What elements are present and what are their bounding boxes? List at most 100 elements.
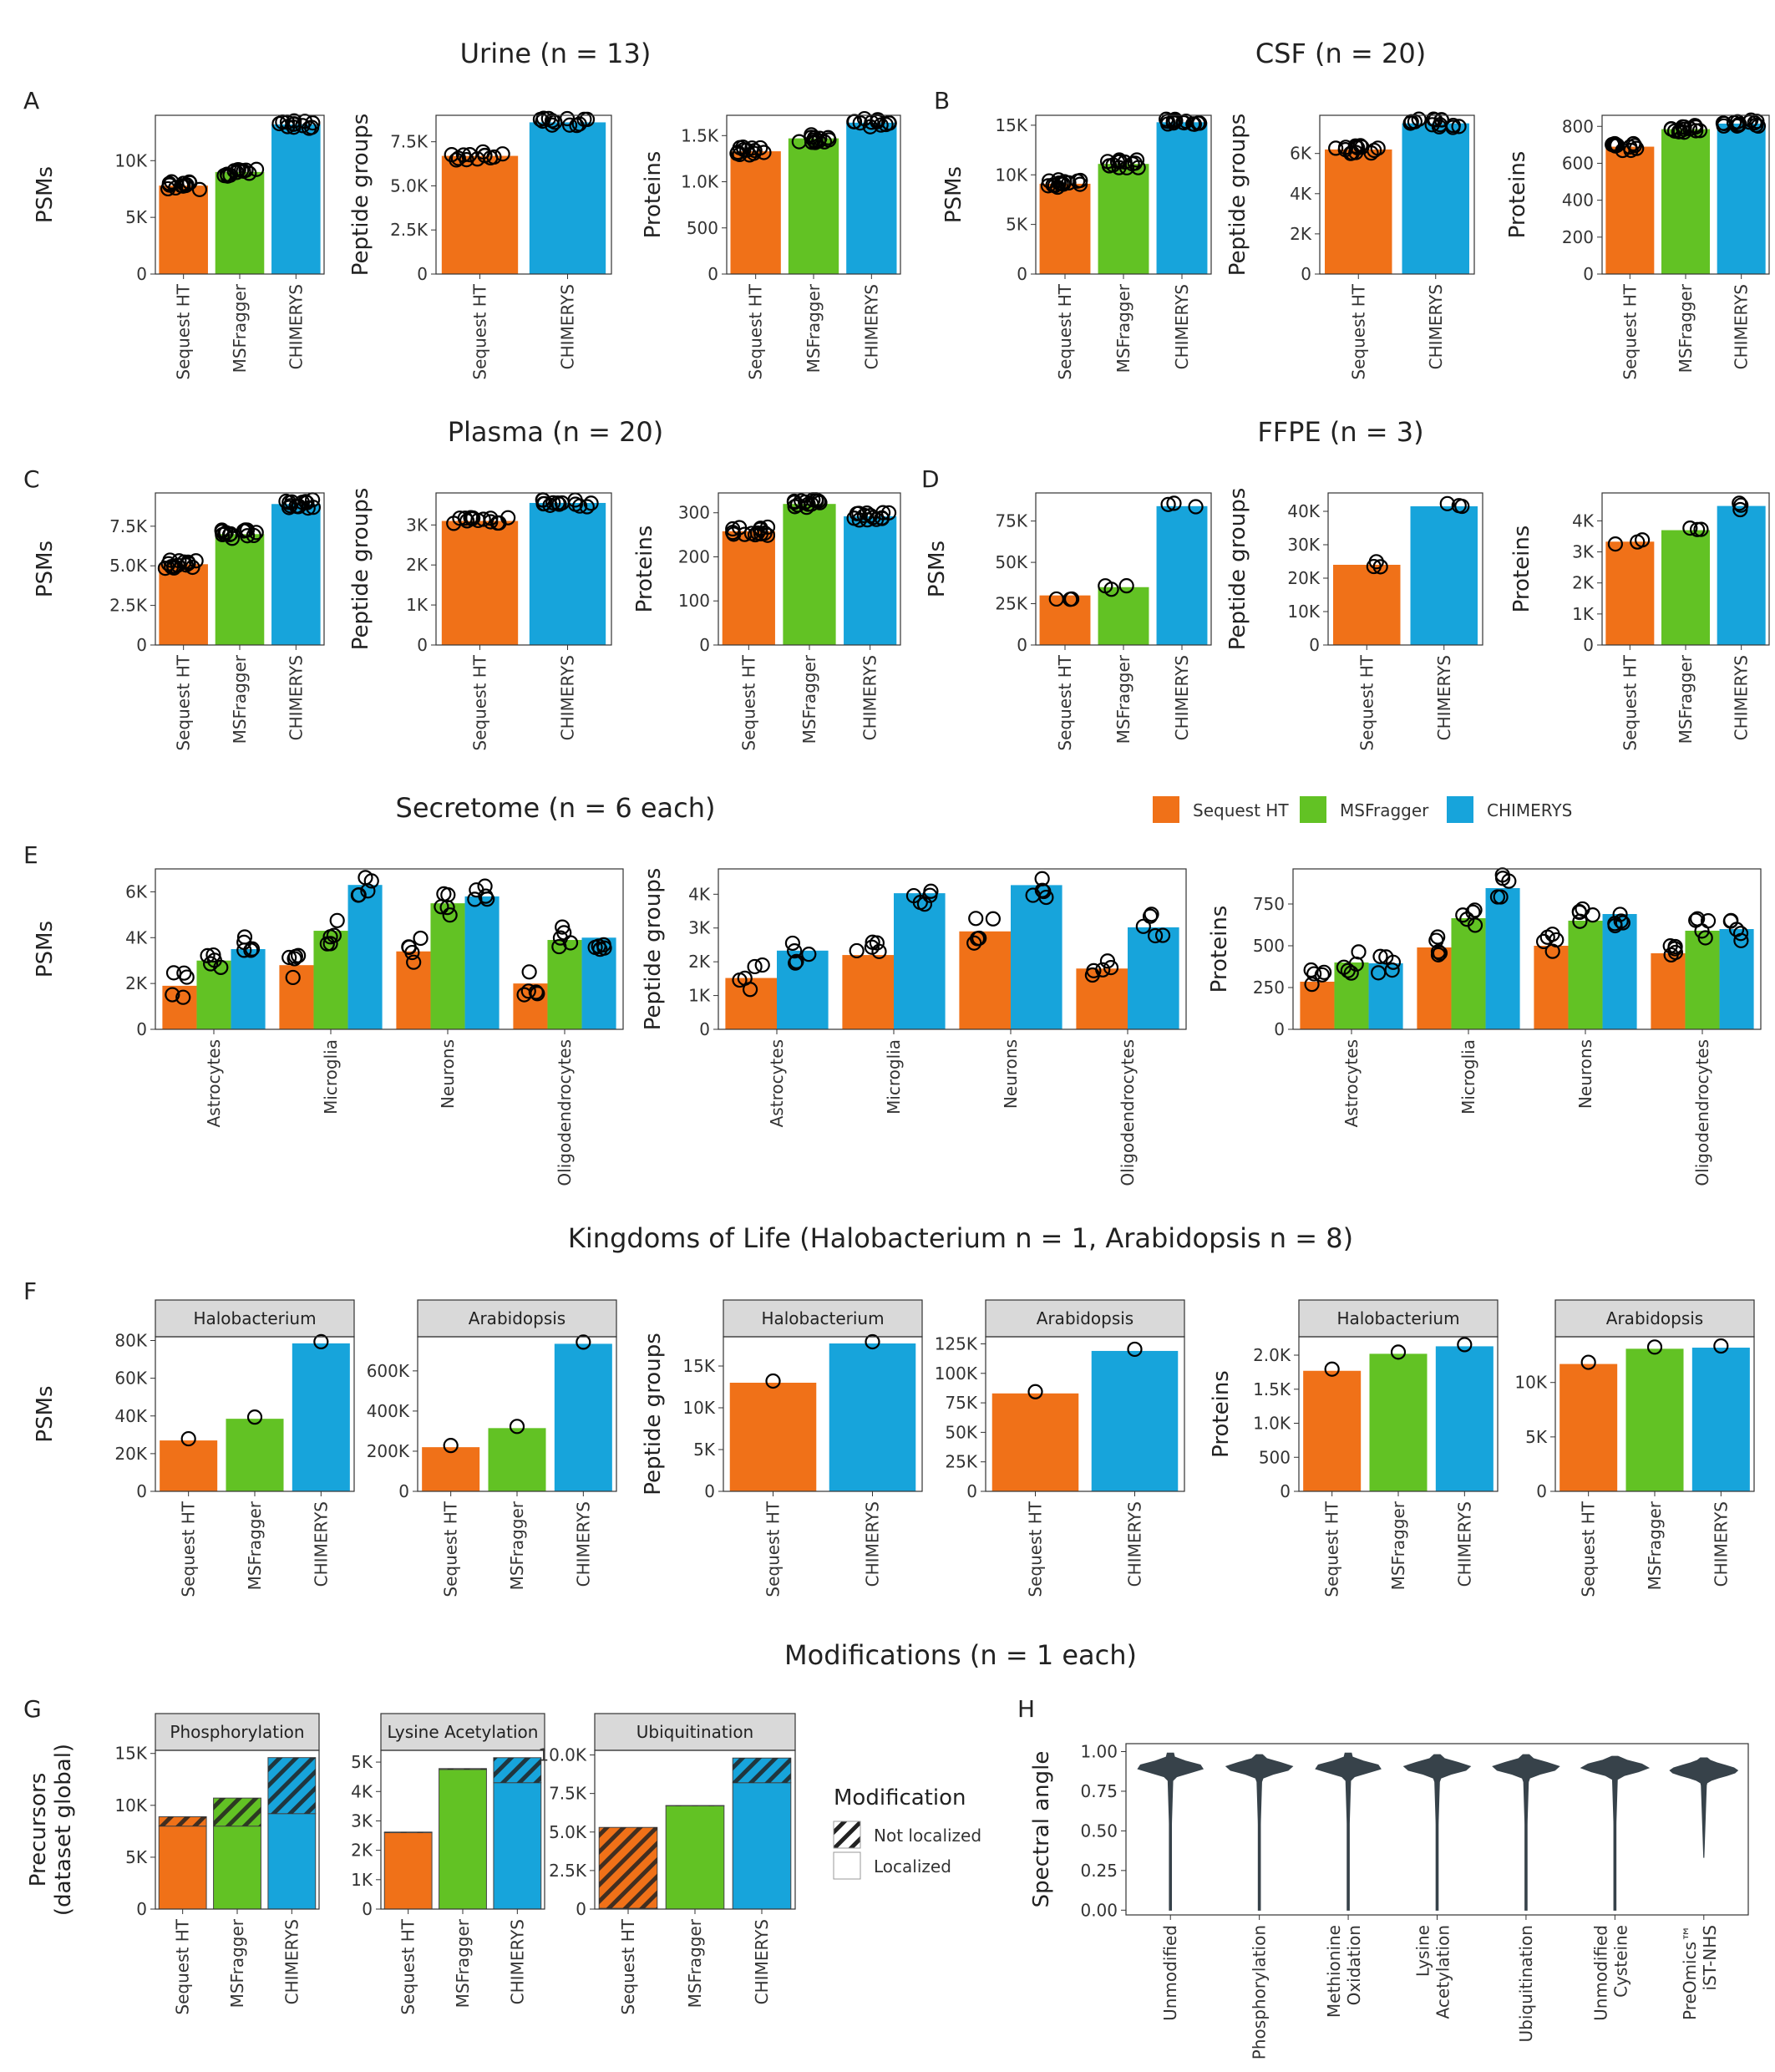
x-tick-label: CHIMERYS bbox=[1454, 1501, 1474, 1587]
panel-letter-a: A bbox=[23, 87, 39, 114]
panel-border bbox=[1327, 492, 1483, 646]
replicate-point bbox=[358, 870, 373, 886]
legend-mod-title: Modification bbox=[834, 1785, 966, 1810]
x-tick-label: Microglia bbox=[1458, 1039, 1478, 1115]
bar-chimerys bbox=[292, 1343, 350, 1491]
x-tick-label: Astrocytes bbox=[204, 1039, 224, 1127]
replicate-point bbox=[863, 507, 879, 524]
replicate-point bbox=[236, 942, 252, 958]
y-tick-label: 2K bbox=[688, 952, 711, 972]
replicate-point bbox=[765, 1373, 781, 1389]
x-tick-label: MSFragger bbox=[453, 1918, 473, 2008]
y-tick-label: 0 bbox=[1583, 635, 1594, 655]
x-tick-label: CHIMERYS bbox=[1711, 1501, 1731, 1587]
replicate-point bbox=[1142, 908, 1159, 924]
bar-localized bbox=[732, 1782, 792, 1910]
y-tick-label: 200 bbox=[1562, 227, 1594, 247]
bar-chimerys bbox=[1717, 123, 1766, 274]
y-tick-label: 25K bbox=[995, 594, 1027, 614]
replicate-point bbox=[1732, 501, 1748, 518]
replicate-point bbox=[239, 522, 256, 538]
violin bbox=[1669, 1757, 1739, 1858]
y-tick-label: 400 bbox=[1562, 190, 1594, 211]
replicate-point bbox=[726, 526, 742, 542]
panel-border bbox=[1601, 114, 1770, 275]
x-tick-label: Astrocytes bbox=[1341, 1039, 1362, 1127]
bar-sequest-ht bbox=[422, 1447, 480, 1491]
replicate-point bbox=[1431, 119, 1448, 135]
replicate-point bbox=[1038, 889, 1054, 906]
replicate-point bbox=[1337, 142, 1353, 158]
chart-c2: Peptide groups Sequest HT CHIMERYS 0 1K 2K 3K bbox=[348, 488, 612, 751]
x-tick-label: MSFragger bbox=[507, 1501, 527, 1590]
x-tick-label: Sequest HT bbox=[179, 1501, 199, 1597]
panel-border bbox=[985, 1336, 1185, 1492]
replicate-point bbox=[1713, 1338, 1729, 1354]
bar-sequest-ht bbox=[729, 1383, 817, 1491]
x-tick-label: Sequest HT bbox=[173, 1918, 193, 2014]
replicate-point bbox=[856, 110, 873, 127]
y-axis-title: Precursors bbox=[26, 1773, 51, 1887]
chart-a2: Peptide groups Sequest HT CHIMERYS 0 2.5K 5.0… bbox=[348, 110, 612, 380]
chart-f6: Arabidopsis Sequest HT MSFragger CHIMERYS 0 5… bbox=[1514, 1299, 1755, 1597]
replicate-point bbox=[434, 899, 449, 915]
bar-msfragger bbox=[226, 1419, 284, 1491]
x-tick-label: Astrocytes bbox=[767, 1039, 787, 1127]
replicate-point bbox=[1467, 902, 1483, 918]
bar-chimerys bbox=[1602, 914, 1637, 1029]
y-tick-label: 10K bbox=[682, 1398, 715, 1418]
replicate-point bbox=[1372, 559, 1388, 575]
y-tick-label: 30K bbox=[1287, 535, 1320, 555]
x-tick-label: CHIMERYS bbox=[286, 655, 306, 740]
facet-strip-label: Arabidopsis bbox=[1606, 1308, 1703, 1328]
replicate-point bbox=[561, 117, 578, 133]
y-tick-label: 1.5K bbox=[1253, 1379, 1291, 1399]
legend-label-chimerys: CHIMERYS bbox=[1487, 800, 1572, 820]
bar-msfragger bbox=[1661, 129, 1710, 274]
legend-label-localized: Localized bbox=[874, 1856, 951, 1876]
replicate-point bbox=[1168, 113, 1184, 129]
bar-chimerys bbox=[1402, 123, 1469, 274]
title-modifications: Modifications (n = 1 each) bbox=[784, 1639, 1137, 1671]
replicate-point bbox=[500, 510, 516, 526]
replicate-point bbox=[271, 115, 287, 132]
y-tick-label: 5K bbox=[351, 1752, 373, 1772]
y-tick-label: 3K bbox=[1572, 542, 1595, 562]
y-tick-label: 1K bbox=[1572, 604, 1595, 624]
chart-c3: Proteins Sequest HT MSFragger CHIMERYS 0 100 2… bbox=[632, 492, 901, 751]
bar-msfragger bbox=[215, 534, 265, 645]
x-tick-label: Oligodendrocytes bbox=[555, 1039, 575, 1186]
replicate-point bbox=[521, 964, 537, 980]
replicate-point bbox=[969, 931, 986, 947]
replicate-point bbox=[162, 552, 178, 568]
x-tick-label: CHIMERYS bbox=[860, 655, 880, 740]
replicate-point bbox=[756, 145, 772, 160]
y-tick-label: 50K bbox=[995, 552, 1027, 572]
facet-strip bbox=[1554, 1299, 1755, 1338]
replicate-point bbox=[869, 935, 885, 951]
replicate-point bbox=[544, 113, 560, 129]
bar-msfragger bbox=[547, 940, 582, 1029]
y-axis-title: PSMs bbox=[33, 921, 58, 978]
replicate-point bbox=[881, 114, 897, 131]
bar-chimerys bbox=[1011, 885, 1062, 1029]
bar-msfragger bbox=[1098, 587, 1149, 645]
replicate-point bbox=[922, 887, 938, 903]
replicate-point bbox=[545, 495, 561, 510]
panel-border bbox=[594, 1750, 796, 1910]
replicate-point bbox=[281, 949, 297, 966]
replicate-point bbox=[450, 150, 466, 166]
y-tick-label: 0.50 bbox=[1080, 1821, 1118, 1841]
replicate-point bbox=[1147, 927, 1164, 944]
x-tick-label: Sequest HT bbox=[174, 283, 194, 379]
y-tick-label: 0 bbox=[136, 1019, 147, 1039]
replicate-point bbox=[753, 521, 768, 536]
replicate-point bbox=[1700, 913, 1717, 929]
chart-f4: Arabidopsis Sequest HT CHIMERYS 0 25K 50K 75K 1… bbox=[935, 1299, 1185, 1597]
y-tick-label: 2K bbox=[351, 1841, 373, 1861]
y-tick-label: 75K bbox=[945, 1393, 977, 1413]
y-tick-label: 750 bbox=[1253, 894, 1285, 914]
replicate-point bbox=[467, 891, 483, 907]
replicate-point bbox=[239, 528, 256, 544]
bar-msfragger bbox=[1661, 530, 1710, 645]
